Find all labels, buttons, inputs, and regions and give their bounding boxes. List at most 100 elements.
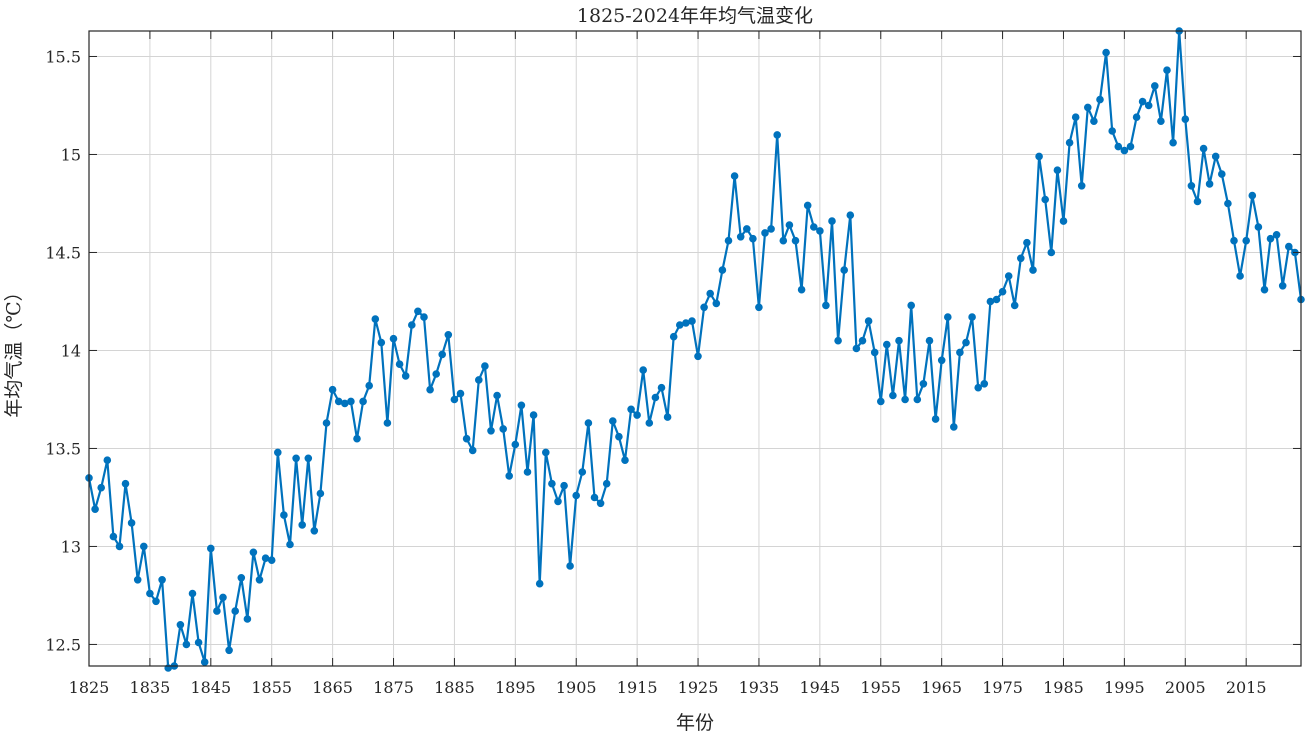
data-point bbox=[877, 397, 885, 406]
data-point bbox=[103, 456, 112, 465]
data-point bbox=[1017, 254, 1025, 263]
data-point bbox=[1278, 282, 1287, 290]
data-point bbox=[1132, 113, 1141, 121]
data-point bbox=[1120, 146, 1129, 155]
data-point bbox=[194, 638, 203, 647]
data-point bbox=[1187, 182, 1196, 190]
y-tick-label: 14 bbox=[61, 341, 81, 360]
data-point bbox=[255, 576, 264, 584]
data-point bbox=[1193, 197, 1202, 206]
data-point bbox=[919, 380, 928, 388]
data-point bbox=[511, 440, 520, 449]
data-point bbox=[937, 356, 946, 365]
data-point bbox=[487, 427, 495, 435]
data-point bbox=[444, 331, 453, 339]
data-point bbox=[944, 313, 952, 321]
data-point bbox=[420, 313, 428, 321]
data-point bbox=[578, 468, 587, 476]
data-point bbox=[292, 454, 300, 463]
y-axis-title: 年均气温（℃） bbox=[3, 282, 25, 417]
data-point bbox=[414, 307, 422, 316]
data-point bbox=[121, 479, 130, 488]
x-tick-label: 1865 bbox=[312, 678, 353, 697]
data-point bbox=[1169, 138, 1177, 147]
x-tick-label: 1995 bbox=[1104, 678, 1145, 697]
data-point bbox=[1224, 199, 1232, 208]
data-point bbox=[517, 401, 526, 410]
y-ticks: 12.5 13 13.5 14 14.5 15 15.5 bbox=[45, 47, 1301, 654]
data-point bbox=[633, 411, 641, 419]
data-point bbox=[341, 399, 349, 408]
data-point bbox=[1084, 103, 1092, 112]
data-point bbox=[828, 217, 836, 225]
data-point bbox=[834, 336, 842, 345]
data-point bbox=[572, 491, 581, 500]
data-point bbox=[535, 579, 544, 588]
chart-title: 1825-2024年年均气温变化 bbox=[577, 5, 813, 27]
data-point bbox=[1071, 113, 1080, 121]
data-point bbox=[913, 395, 922, 404]
data-point bbox=[316, 489, 325, 498]
data-point bbox=[1108, 127, 1116, 135]
data-point bbox=[1029, 266, 1037, 274]
data-point bbox=[1041, 195, 1049, 204]
data-point bbox=[998, 287, 1007, 296]
data-point bbox=[231, 607, 239, 615]
x-tick-label: 1915 bbox=[617, 678, 658, 697]
data-point bbox=[566, 562, 574, 570]
data-point bbox=[615, 432, 623, 441]
x-tick-label: 1925 bbox=[678, 678, 719, 697]
data-point bbox=[1023, 238, 1031, 247]
data-point bbox=[152, 597, 160, 606]
data-point bbox=[895, 336, 903, 345]
data-point bbox=[1272, 231, 1281, 239]
series-markers bbox=[85, 27, 1305, 672]
data-point bbox=[523, 468, 532, 476]
data-point bbox=[219, 593, 227, 602]
y-tick-label: 12.5 bbox=[45, 635, 81, 654]
data-point bbox=[1126, 142, 1135, 151]
data-point bbox=[328, 385, 337, 394]
data-point bbox=[560, 481, 568, 490]
data-point bbox=[493, 391, 501, 400]
data-point bbox=[1035, 152, 1043, 161]
data-point bbox=[706, 289, 715, 298]
x-tick-label: 1905 bbox=[556, 678, 597, 697]
data-point bbox=[1053, 166, 1062, 174]
data-point bbox=[956, 348, 964, 357]
data-point bbox=[682, 319, 690, 327]
data-point bbox=[645, 419, 654, 427]
data-point bbox=[395, 360, 404, 369]
data-point bbox=[602, 479, 611, 488]
data-point bbox=[676, 321, 684, 329]
data-point bbox=[182, 640, 191, 649]
data-point bbox=[864, 317, 873, 325]
data-point bbox=[596, 499, 605, 508]
data-point bbox=[475, 376, 483, 384]
data-point bbox=[554, 497, 562, 506]
x-tick-label: 1945 bbox=[799, 678, 840, 697]
data-point bbox=[1218, 170, 1226, 178]
x-tick-label: 1885 bbox=[434, 678, 475, 697]
data-point bbox=[1144, 101, 1153, 110]
data-point bbox=[548, 479, 556, 488]
data-point bbox=[1138, 97, 1147, 106]
data-point bbox=[767, 225, 775, 233]
data-point bbox=[1266, 234, 1275, 243]
data-point bbox=[97, 483, 105, 492]
data-point bbox=[280, 511, 288, 519]
data-point bbox=[322, 419, 331, 427]
data-point bbox=[1242, 236, 1250, 245]
data-point bbox=[700, 303, 708, 312]
data-point bbox=[852, 344, 861, 353]
y-tick-label: 13.5 bbox=[45, 439, 81, 458]
data-point bbox=[1096, 95, 1104, 104]
data-point bbox=[1077, 182, 1086, 190]
x-tick-label: 1855 bbox=[251, 678, 292, 697]
data-point bbox=[907, 301, 916, 310]
data-point bbox=[401, 372, 410, 380]
data-point bbox=[822, 301, 830, 310]
data-point bbox=[304, 454, 313, 463]
data-point bbox=[499, 425, 508, 433]
